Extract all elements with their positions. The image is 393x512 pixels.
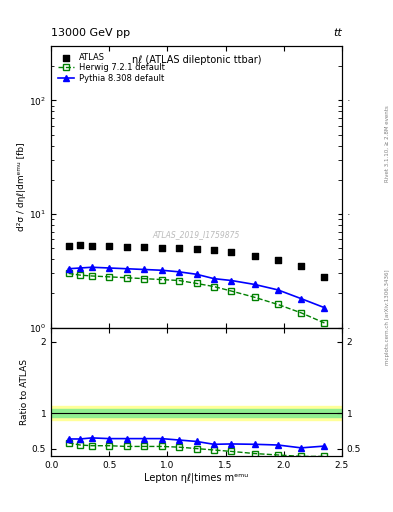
Pythia 8.308 default: [322, 305, 327, 311]
ATLAS: [141, 243, 147, 251]
Herwig 7.2.1 default: [177, 278, 182, 284]
Y-axis label: d²σ / dηℓ|dmᵉᵐᵘ [fb]: d²σ / dηℓ|dmᵉᵐᵘ [fb]: [17, 142, 26, 231]
Herwig 7.2.1 default: [124, 274, 129, 281]
ATLAS: [275, 257, 281, 265]
Text: Rivet 3.1.10, ≥ 2.8M events: Rivet 3.1.10, ≥ 2.8M events: [385, 105, 389, 182]
Herwig 7.2.1 default: [159, 276, 164, 283]
ATLAS: [158, 244, 165, 252]
ATLAS: [65, 242, 72, 250]
Herwig 7.2.1 default: [299, 310, 303, 316]
ATLAS: [321, 273, 328, 281]
ATLAS: [298, 262, 304, 270]
Text: tt: tt: [333, 28, 342, 38]
ATLAS: [77, 241, 83, 249]
ATLAS: [228, 248, 235, 257]
Herwig 7.2.1 default: [194, 281, 199, 287]
ATLAS: [193, 245, 200, 253]
Pythia 8.308 default: [124, 266, 129, 272]
Pythia 8.308 default: [299, 295, 303, 302]
Bar: [51, 410, 342, 417]
Pythia 8.308 default: [90, 264, 94, 270]
ATLAS: [123, 243, 130, 251]
Legend: ATLAS, Herwig 7.2.1 default, Pythia 8.308 default: ATLAS, Herwig 7.2.1 default, Pythia 8.30…: [55, 50, 167, 86]
Herwig 7.2.1 default: [211, 284, 216, 290]
Herwig 7.2.1 default: [66, 270, 71, 276]
Herwig 7.2.1 default: [229, 288, 234, 294]
Text: 13000 GeV pp: 13000 GeV pp: [51, 28, 130, 38]
Y-axis label: Ratio to ATLAS: Ratio to ATLAS: [20, 359, 29, 424]
Line: Herwig 7.2.1 default: Herwig 7.2.1 default: [66, 271, 327, 326]
Pythia 8.308 default: [107, 265, 112, 271]
Pythia 8.308 default: [177, 269, 182, 275]
Herwig 7.2.1 default: [275, 302, 280, 308]
Pythia 8.308 default: [194, 271, 199, 278]
Text: ηℓ (ATLAS dileptonic ttbar): ηℓ (ATLAS dileptonic ttbar): [132, 55, 261, 65]
Text: ATLAS_2019_I1759875: ATLAS_2019_I1759875: [153, 230, 240, 239]
ATLAS: [211, 246, 217, 254]
Herwig 7.2.1 default: [142, 275, 147, 282]
Pythia 8.308 default: [66, 266, 71, 272]
ATLAS: [106, 242, 112, 250]
Text: mcplots.cern.ch [arXiv:1306.3436]: mcplots.cern.ch [arXiv:1306.3436]: [385, 270, 389, 365]
Pythia 8.308 default: [142, 266, 147, 272]
X-axis label: Lepton ηℓ|times mᵉᵐᵘ: Lepton ηℓ|times mᵉᵐᵘ: [144, 472, 249, 483]
Herwig 7.2.1 default: [252, 294, 257, 301]
Herwig 7.2.1 default: [90, 273, 94, 279]
Bar: [51, 406, 342, 420]
Pythia 8.308 default: [252, 282, 257, 288]
Herwig 7.2.1 default: [107, 274, 112, 280]
ATLAS: [176, 244, 182, 252]
ATLAS: [252, 251, 258, 260]
ATLAS: [89, 242, 95, 250]
Pythia 8.308 default: [78, 265, 83, 271]
Pythia 8.308 default: [211, 275, 216, 282]
Herwig 7.2.1 default: [78, 272, 83, 278]
Pythia 8.308 default: [275, 287, 280, 293]
Pythia 8.308 default: [229, 278, 234, 284]
Line: Pythia 8.308 default: Pythia 8.308 default: [66, 265, 327, 310]
Pythia 8.308 default: [159, 267, 164, 273]
Herwig 7.2.1 default: [322, 320, 327, 326]
